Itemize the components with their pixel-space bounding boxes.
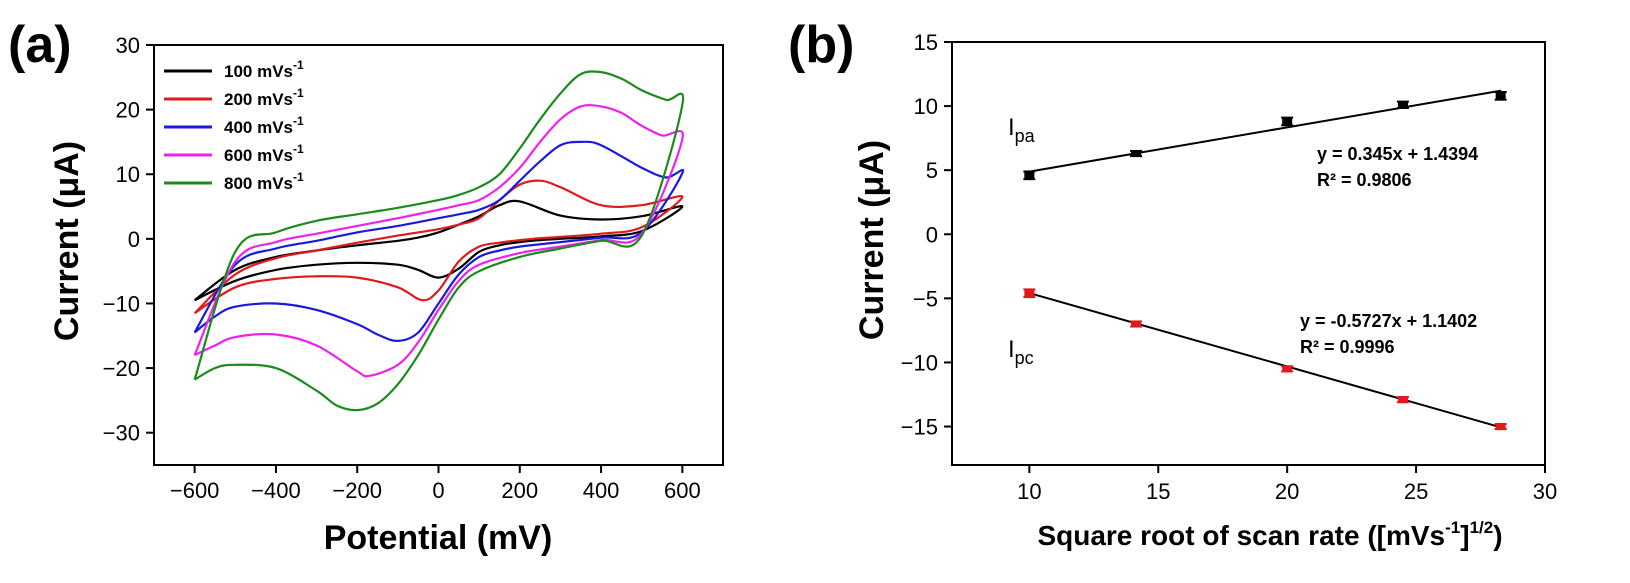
cv-curve-400: [193, 140, 685, 343]
panel-b-fit-lines: [1029, 89, 1502, 429]
a-x-tick-label: 600: [664, 478, 701, 503]
panel-b-x-axis-title: Square root of scan rate ([mVs-1]1/2): [1037, 518, 1502, 551]
fit-line-Ipa: [1029, 89, 1502, 173]
a-x-tick-label: −200: [332, 478, 382, 503]
legend-text-800: 800 mVs-1: [224, 170, 304, 193]
legend-text-400: 400 mVs-1: [224, 114, 304, 137]
ipc-label: Ipc: [1008, 336, 1034, 368]
data-point-Ipa: [1130, 149, 1143, 158]
panel-a-curves: [193, 70, 685, 412]
panel-b-label: (b): [788, 16, 854, 74]
b-x-tick-label: 20: [1275, 479, 1299, 504]
panel-a: (a) Current (μA) Potential (mV) −600 −400…: [8, 16, 724, 557]
a-x-tick-label: −600: [170, 478, 220, 503]
data-point-Ipa: [1494, 90, 1507, 101]
panel-b-y-axis-title: Current (μA): [853, 140, 891, 340]
ipa-label: Ipa: [1008, 114, 1036, 146]
a-y-tick-label: 30: [116, 33, 140, 58]
a-y-tick-label: −10: [103, 291, 140, 316]
b-y-tick-label: 0: [926, 222, 938, 247]
a-x-tick-label: −400: [251, 478, 301, 503]
b-y-tick-label: −10: [901, 350, 938, 375]
panel-b: (b) Current (μA) Square root of scan rat…: [788, 16, 1557, 551]
panel-a-plot-frame: [153, 44, 724, 466]
panel-b-plot-frame: [951, 41, 1546, 466]
cv-curve-100: [193, 199, 684, 302]
data-point-Ipa: [1023, 170, 1036, 181]
b-y-tick-label: 5: [926, 158, 938, 183]
panel-a-label: (a): [8, 16, 72, 74]
ipc-equation: y = -0.5727x + 1.1402: [1300, 311, 1477, 331]
panel-a-legend: 100 mVs-1 200 mVs-1 400 mVs-1 600 mVs-1 …: [164, 58, 304, 193]
b-x-tick-label: 10: [1017, 479, 1041, 504]
legend-text-100: 100 mVs-1: [224, 58, 304, 81]
data-point-Ipc: [1281, 365, 1294, 373]
panel-a-ticks: −600 −400 −200 0 200 400 600 −30 −20 −10 0 10 20 30: [103, 33, 701, 503]
ipa-equation: y = 0.345x + 1.4394: [1317, 144, 1478, 164]
b-x-tick-label: 15: [1146, 479, 1170, 504]
b-y-tick-label: 10: [914, 94, 938, 119]
b-y-tick-label: −15: [901, 415, 938, 440]
a-y-tick-label: 20: [116, 98, 140, 123]
a-x-tick-label: 400: [583, 478, 620, 503]
cv-curve-600: [193, 104, 684, 378]
panel-a-x-axis-title: Potential (mV): [324, 519, 553, 557]
panel-b-data-points: [1023, 90, 1507, 431]
a-y-tick-label: −30: [103, 421, 140, 446]
fit-line-Ipc: [1029, 292, 1502, 429]
ipa-r2: R² = 0.9806: [1317, 170, 1412, 190]
data-point-Ipa: [1281, 116, 1294, 127]
cv-curve-200: [193, 179, 684, 315]
a-y-tick-label: 10: [116, 162, 140, 187]
ipc-r2: R² = 0.9996: [1300, 337, 1395, 357]
data-point-Ipc: [1130, 320, 1143, 328]
b-y-tick-label: 15: [914, 30, 938, 55]
b-x-tick-label: 30: [1533, 479, 1557, 504]
a-x-tick-label: 200: [501, 478, 538, 503]
b-y-tick-label: −5: [913, 286, 938, 311]
data-point-Ipc: [1494, 422, 1507, 431]
data-point-Ipc: [1396, 396, 1409, 404]
panel-b-ticks: 10 15 20 25 30 −15 −10 −5 0 5 10 15: [901, 30, 1558, 504]
a-y-tick-label: 0: [128, 227, 140, 252]
data-point-Ipa: [1396, 100, 1409, 110]
a-y-tick-label: −20: [103, 356, 140, 381]
a-x-tick-label: 0: [432, 478, 444, 503]
legend-text-200: 200 mVs-1: [224, 86, 304, 109]
panel-a-y-axis-title: Current (μA): [48, 141, 86, 341]
data-point-Ipc: [1023, 288, 1036, 299]
legend-text-600: 600 mVs-1: [224, 142, 304, 165]
b-x-tick-label: 25: [1404, 479, 1428, 504]
cv-curve-800: [193, 70, 685, 412]
